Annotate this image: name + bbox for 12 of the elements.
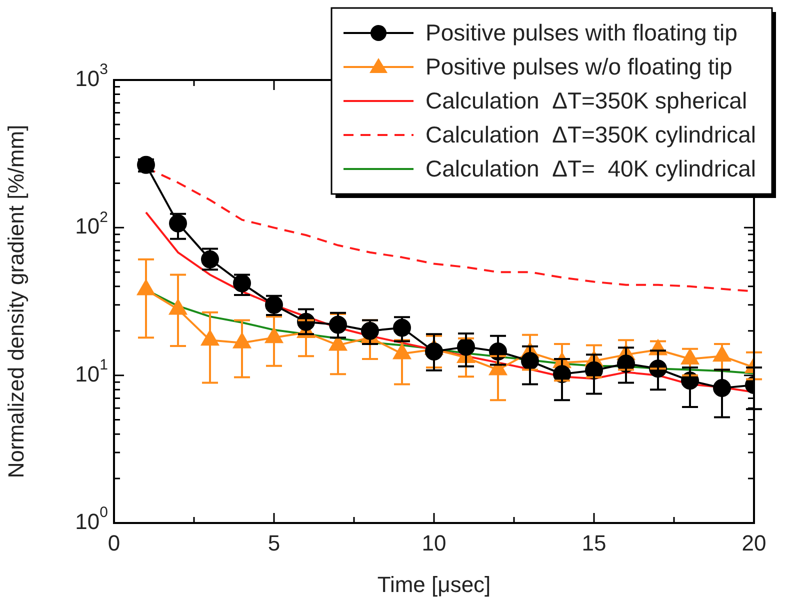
x-tick-label: 5 [268,530,280,556]
x-tick-label: 20 [742,530,766,556]
x-axis-title: Time [μsec] [377,572,491,597]
y-axis-title: Normalized density gradient [%/mm] [3,124,28,478]
x-tick-label: 0 [108,530,120,556]
legend-label: Calculation ΔT=350K cylindrical [426,121,756,148]
x-tick-label: 10 [422,530,446,556]
x-tick-label: 15 [582,530,606,556]
legend-label: Positive pulses with floating tip [426,19,738,46]
legend-label: Calculation ΔT= 40K cylindrical [426,155,756,182]
legend-label: Calculation ΔT=350K spherical [426,87,748,114]
legend-label: Positive pulses w/o floating tip [426,53,732,80]
